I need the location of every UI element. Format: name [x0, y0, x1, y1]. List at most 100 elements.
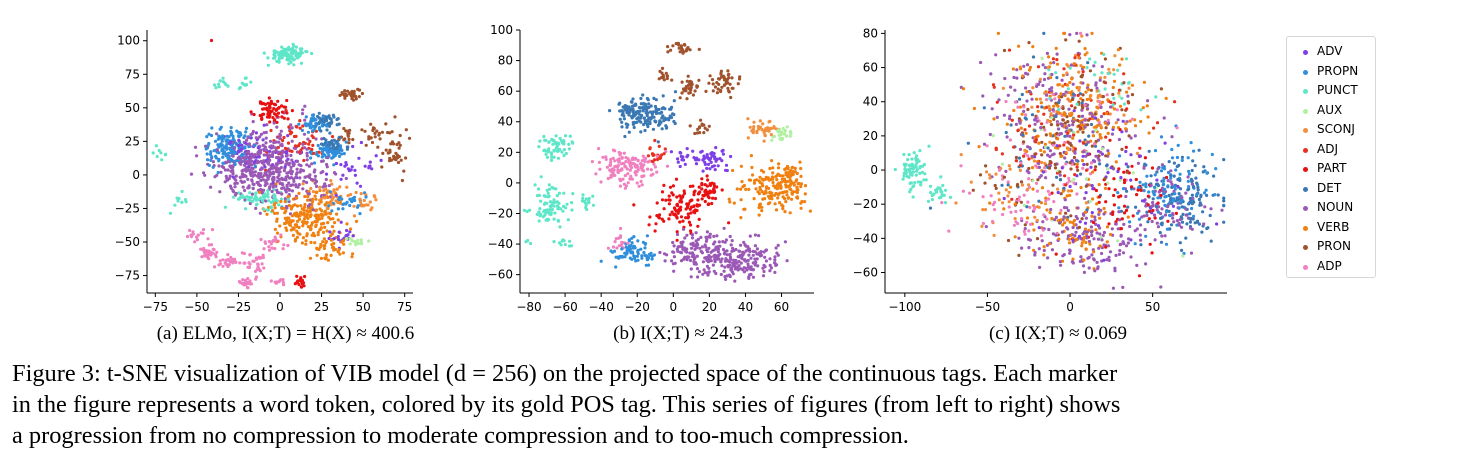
point-verb	[779, 186, 783, 190]
point-verb	[1057, 111, 1061, 115]
point-punct	[567, 142, 571, 146]
point-propn	[643, 246, 647, 250]
point-adj	[310, 147, 314, 151]
point-punct	[556, 218, 560, 222]
point-pron	[1048, 159, 1052, 164]
point-verb	[1086, 88, 1091, 92]
point-noun	[219, 170, 223, 174]
point-part	[271, 116, 275, 120]
point-noun	[274, 146, 278, 150]
point-part	[675, 238, 679, 242]
point-adv	[339, 220, 343, 224]
point-det	[1169, 173, 1173, 177]
point-propn	[336, 207, 340, 211]
point-noun	[1054, 215, 1058, 219]
point-adj	[658, 156, 662, 160]
point-noun	[285, 206, 289, 210]
point-noun	[308, 202, 312, 207]
point-aux	[345, 237, 349, 241]
point-verb	[321, 222, 325, 226]
point-adj	[1084, 168, 1089, 172]
point-det	[664, 126, 669, 130]
point-adp	[205, 253, 209, 257]
point-sconj	[768, 126, 772, 130]
point-verb	[775, 178, 779, 182]
point-noun	[234, 191, 238, 196]
point-sconj	[1008, 167, 1012, 171]
point-part	[653, 229, 657, 233]
point-noun	[283, 177, 287, 182]
point-propn	[1144, 234, 1148, 238]
point-adv	[1124, 149, 1128, 154]
point-adj	[657, 144, 661, 148]
point-det	[1196, 185, 1200, 189]
point-adj	[1064, 183, 1068, 187]
point-pron	[1064, 38, 1068, 42]
point-part	[1150, 251, 1154, 255]
point-noun	[1081, 81, 1085, 85]
point-adp	[610, 168, 614, 172]
point-noun	[262, 131, 266, 135]
point-adj	[1027, 124, 1032, 128]
point-noun	[713, 254, 717, 259]
point-adp	[626, 241, 630, 245]
point-punct	[528, 241, 533, 246]
point-noun	[1046, 256, 1050, 260]
point-verb	[300, 241, 304, 245]
point-verb	[1084, 90, 1088, 94]
point-part	[727, 221, 731, 225]
point-pron	[1019, 180, 1024, 184]
point-punct	[184, 200, 188, 204]
point-pron	[678, 96, 682, 100]
point-part	[671, 184, 675, 188]
point-verb	[1084, 247, 1088, 251]
point-punct	[1112, 96, 1116, 100]
point-pron	[390, 142, 394, 146]
point-noun	[1160, 207, 1164, 211]
point-det	[317, 116, 321, 120]
point-adj	[1027, 157, 1031, 161]
point-verb	[757, 203, 762, 207]
point-verb	[302, 217, 306, 221]
point-noun	[1054, 233, 1058, 237]
point-det	[1031, 55, 1036, 59]
point-adp	[211, 247, 215, 251]
point-adj	[1042, 112, 1046, 116]
point-noun	[762, 269, 766, 274]
point-verb	[297, 191, 301, 195]
point-verb	[781, 204, 785, 208]
point-adv	[1078, 139, 1082, 143]
point-punct	[550, 207, 554, 212]
point-sconj	[1018, 168, 1022, 172]
point-det	[1105, 164, 1109, 168]
point-propn	[609, 249, 613, 253]
point-adv	[1070, 159, 1074, 163]
point-noun	[1144, 204, 1148, 208]
point-punct	[279, 197, 283, 201]
point-noun	[683, 236, 687, 240]
point-adp	[247, 265, 252, 269]
point-verb	[318, 245, 322, 249]
point-verb	[1049, 61, 1053, 65]
point-adv	[337, 230, 341, 234]
point-adp	[642, 158, 646, 162]
point-noun	[1121, 285, 1125, 289]
point-adp	[1098, 103, 1102, 107]
point-punct	[908, 190, 912, 194]
point-noun	[289, 165, 293, 169]
point-noun	[1114, 253, 1118, 257]
point-det	[1197, 148, 1201, 152]
point-pron	[680, 91, 684, 95]
point-aux	[1070, 179, 1074, 183]
point-part	[679, 215, 684, 219]
point-noun	[1178, 217, 1182, 222]
point-adp	[640, 165, 644, 169]
point-det	[1200, 230, 1204, 234]
point-pron	[1077, 39, 1081, 43]
point-part	[303, 274, 307, 279]
point-pron	[1040, 140, 1044, 144]
point-adv	[285, 150, 289, 154]
point-pron	[994, 186, 998, 190]
point-adj	[287, 125, 291, 129]
point-part	[668, 213, 672, 217]
